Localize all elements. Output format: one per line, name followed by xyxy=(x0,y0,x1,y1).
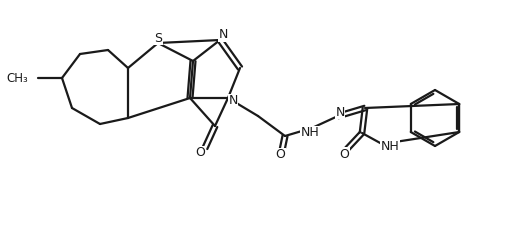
Text: S: S xyxy=(154,31,162,45)
Text: O: O xyxy=(275,148,285,161)
Text: N: N xyxy=(335,105,345,118)
Text: N: N xyxy=(228,94,238,108)
Text: N: N xyxy=(218,29,228,42)
Text: NH: NH xyxy=(301,126,319,139)
Text: O: O xyxy=(339,148,349,160)
Text: NH: NH xyxy=(380,140,399,153)
Text: O: O xyxy=(195,147,205,160)
Text: CH₃: CH₃ xyxy=(6,72,28,84)
